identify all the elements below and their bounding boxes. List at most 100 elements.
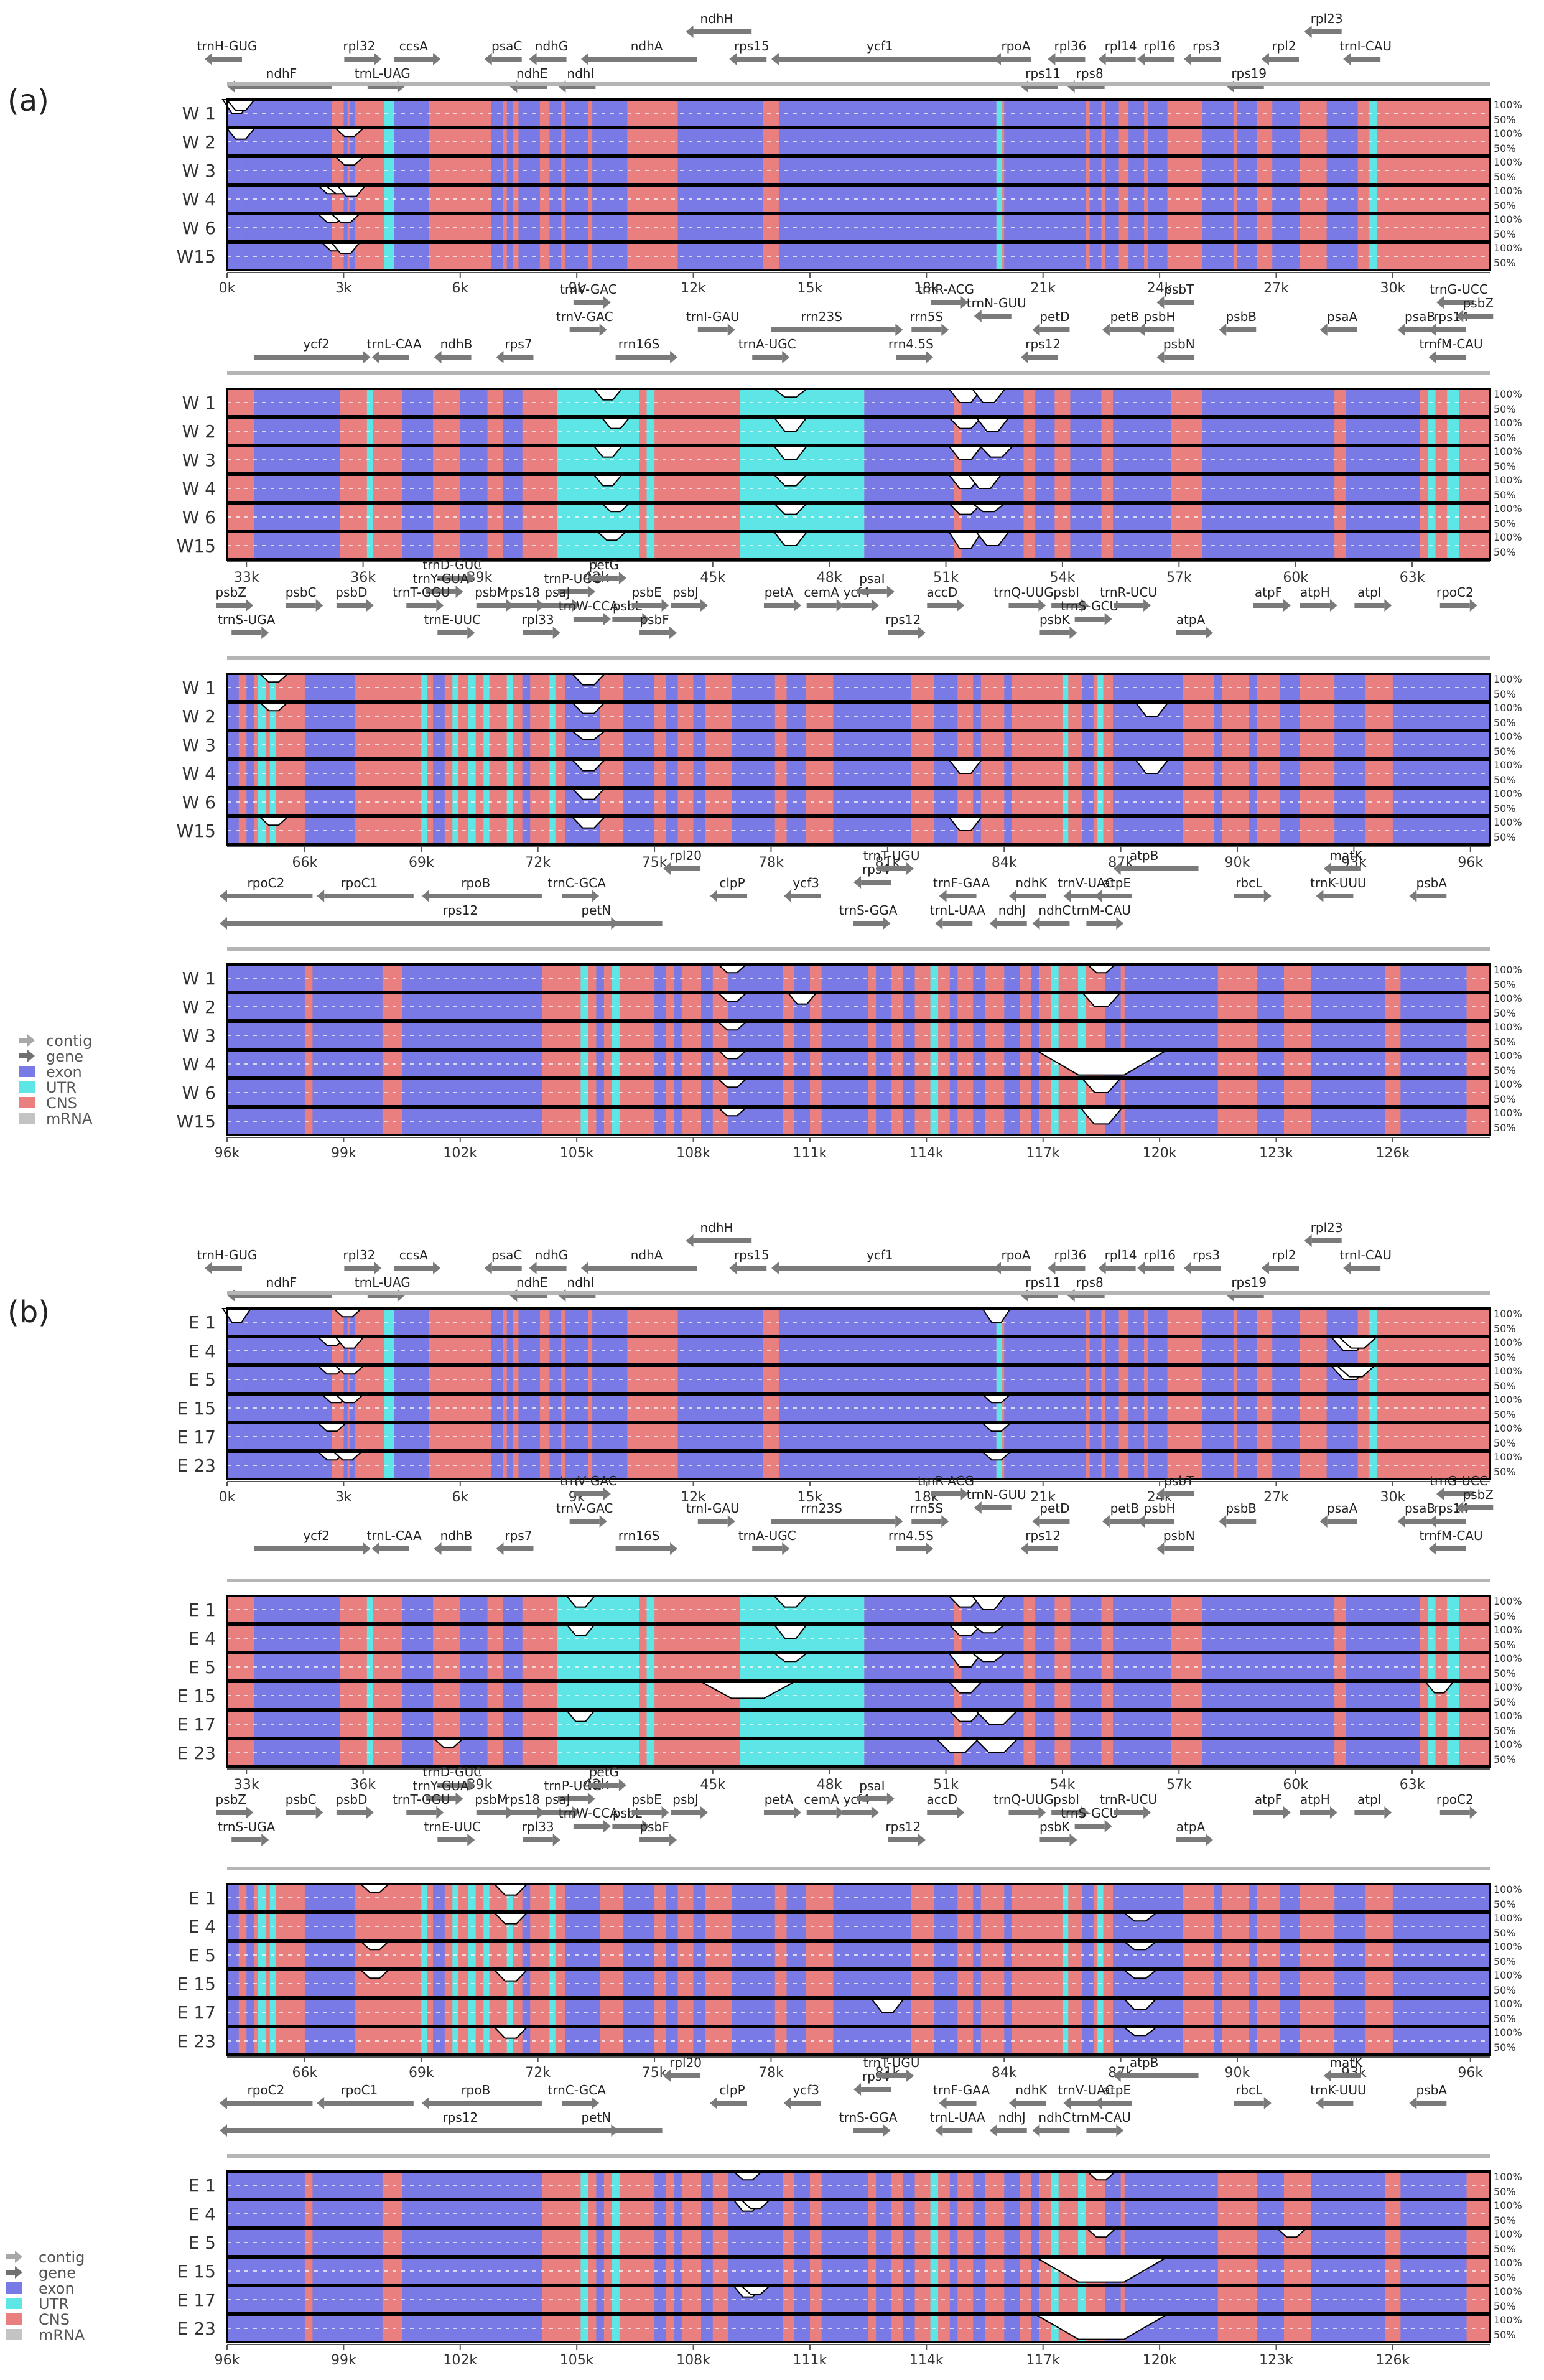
gene-arrow-icon	[1329, 599, 1337, 612]
utr-block	[646, 1710, 655, 1738]
alignment-row: rpoC2 rpoC1 rps12 rpoB trnC-GCA petN rpl20 clpP…	[177, 2055, 1522, 2368]
gene-label: psbN	[1163, 1528, 1195, 1543]
utr-block	[1369, 128, 1377, 156]
sample-label: W 3	[182, 1025, 216, 1046]
gene-bar	[523, 630, 553, 635]
legend-label: UTR	[46, 1079, 77, 1096]
percent-label: 50%	[1494, 489, 1516, 501]
percent-label: 100%	[1494, 788, 1522, 800]
utr-block	[483, 674, 490, 701]
gene-bar	[1039, 1519, 1070, 1524]
gene-arrow-icon	[669, 627, 677, 639]
gene-label: rpoC1	[340, 875, 378, 890]
exon-block	[1089, 1423, 1102, 1450]
gene-bar	[231, 1837, 262, 1842]
alignment-row: ycf2 trnL-CAA ndhB rps7 trnV-GAC trnV-GAC rrn1…	[177, 282, 1522, 586]
exon-block	[654, 964, 666, 992]
percent-label: 100%	[1494, 1078, 1522, 1090]
gene-arrow-icon	[729, 53, 737, 65]
exon-block	[227, 731, 239, 758]
gene-arrow-icon	[710, 2097, 717, 2109]
gene-arrow-icon	[1020, 1542, 1028, 1555]
x-tick-label: 120k	[1143, 2353, 1177, 2368]
gene-arrow-icon	[552, 627, 560, 639]
gene-bar	[216, 1810, 246, 1815]
percent-label: 50%	[1494, 460, 1516, 472]
utr-block	[384, 1366, 394, 1393]
gene-bar	[429, 2101, 542, 2106]
legend-item-utr: UTR	[19, 1079, 77, 1096]
exon-block	[1089, 1366, 1102, 1393]
sample-label: W 3	[182, 450, 216, 470]
gene-bar	[1145, 327, 1175, 332]
x-tick-label: 3k	[335, 281, 352, 296]
gene-bar	[286, 1810, 316, 1815]
percent-label: 100%	[1494, 1422, 1522, 1434]
gene-bar	[693, 1238, 752, 1243]
gene-arrow-icon	[467, 1779, 475, 1791]
contig-bar	[227, 656, 1490, 660]
exon-block	[506, 1452, 513, 1479]
exon-block	[1031, 2200, 1039, 2228]
gene-arrow-icon	[1032, 917, 1040, 930]
gene-bar	[615, 1546, 671, 1551]
exon-block	[949, 1050, 958, 1078]
exon-block	[549, 1309, 562, 1336]
x-tick-label: 6k	[452, 1490, 468, 1505]
gene-label: rbcL	[1235, 2083, 1263, 2098]
gene-bar	[927, 1810, 957, 1815]
exon-block	[304, 674, 356, 701]
x-tick-label: 9k	[569, 281, 585, 296]
gene-label: rps11	[1025, 66, 1061, 81]
gene-bar	[1114, 1810, 1144, 1815]
gene-label: atpF	[1255, 585, 1282, 600]
gene-label: atpE	[1103, 875, 1131, 890]
utr-block	[506, 1913, 513, 1940]
gene-bar	[1416, 894, 1447, 898]
exon-block	[1031, 1108, 1039, 1135]
exon-block	[728, 2229, 783, 2256]
gene-bar	[562, 894, 592, 898]
sample-label: W 3	[182, 735, 216, 755]
gene-bar	[1234, 84, 1264, 89]
gene-arrow-icon	[537, 599, 545, 612]
utr-block	[612, 2286, 620, 2313]
utr-block	[483, 1941, 490, 1969]
gene-label: clpP	[719, 2083, 745, 2098]
gene-bar	[1234, 2101, 1264, 2106]
gene-label: ndhF	[266, 1275, 297, 1290]
exon-block	[1249, 817, 1257, 844]
gene-label: ndhG	[535, 1248, 569, 1262]
exon-block	[1249, 674, 1257, 701]
utr-block	[646, 1596, 655, 1623]
x-tick-label: 21k	[1030, 1490, 1056, 1505]
gene-label: psbA	[1416, 875, 1448, 890]
exon-block	[506, 214, 513, 241]
legend-label: mRNA	[39, 2326, 85, 2344]
exon-block	[227, 1999, 239, 2026]
utr-block	[506, 1970, 513, 1997]
gene-bar	[437, 630, 468, 635]
exon-block	[1249, 760, 1257, 787]
exon-block	[1214, 760, 1222, 787]
exon-block	[949, 2200, 958, 2228]
legend-label: mRNA	[46, 1110, 93, 1127]
gene-bar	[1463, 314, 1494, 319]
sample-label: E 15	[177, 2261, 216, 2282]
exon-block	[227, 1108, 305, 1135]
exon-block	[674, 964, 682, 992]
gene-label: trnV-UAC	[1058, 875, 1114, 890]
exon-block	[674, 1079, 682, 1106]
x-tick-label: 102k	[443, 2353, 477, 2368]
gene-bar	[1436, 1519, 1466, 1524]
gene-arrow-icon	[771, 1262, 779, 1274]
gene-label: rpl14	[1105, 39, 1137, 54]
x-tick-label: 78k	[758, 855, 784, 870]
exon-block	[1346, 503, 1420, 531]
x-tick-label: 90k	[1225, 855, 1250, 870]
exon-block	[1214, 674, 1222, 701]
gene-label: psbK	[1039, 1819, 1071, 1834]
x-tick-label: 123k	[1259, 1146, 1293, 1161]
utr-block	[557, 1682, 639, 1709]
percent-label: 100%	[1494, 2285, 1522, 2297]
